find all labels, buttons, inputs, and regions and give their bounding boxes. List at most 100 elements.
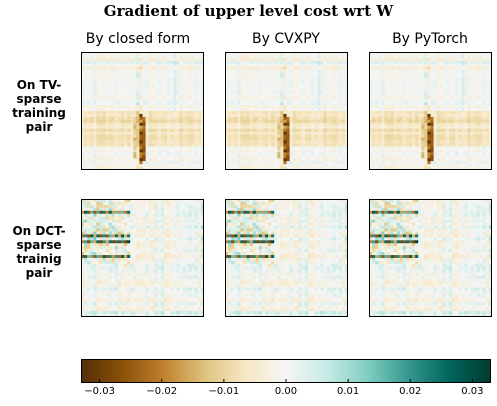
heatmap-cell — [320, 158, 324, 162]
heatmap-cell — [274, 87, 278, 91]
heatmap-cell — [421, 57, 425, 62]
heatmap-cell — [298, 93, 303, 97]
heatmap-cell — [105, 201, 110, 206]
heatmap-cell — [277, 140, 281, 144]
heatmap-cell — [108, 52, 113, 56]
heatmap-cell — [396, 63, 401, 68]
heatmap-cell — [243, 128, 247, 133]
heatmap-cell — [412, 131, 416, 135]
heatmap-cell — [488, 99, 492, 103]
heatmap-cell — [304, 143, 309, 147]
heatmap-cell — [384, 75, 388, 79]
heatmap-cell — [381, 84, 385, 88]
heatmap-cell — [488, 52, 492, 56]
heatmap-cell — [317, 96, 321, 100]
heatmap-cell — [120, 207, 125, 212]
heatmap-cell — [148, 81, 153, 85]
heatmap-cell — [237, 87, 241, 91]
heatmap-cell — [280, 122, 284, 127]
heatmap-cell — [488, 131, 492, 135]
heatmap-cell — [405, 90, 410, 94]
heatmap-cell — [479, 128, 484, 133]
heatmap-cell — [427, 146, 431, 150]
heatmap-cell — [185, 158, 190, 162]
heatmap-cell — [277, 108, 281, 112]
heatmap-cell — [194, 96, 199, 100]
heatmap-cell — [264, 52, 269, 56]
heatmap-cell — [176, 75, 180, 79]
heatmap-cell — [464, 108, 468, 112]
heatmap-cell — [124, 149, 128, 153]
heatmap-cell — [145, 116, 150, 121]
heatmap-cell — [445, 72, 450, 76]
heatmap-cell — [341, 81, 346, 85]
heatmap-cell — [332, 140, 337, 144]
heatmap-cell — [304, 90, 309, 94]
heatmap-cell — [258, 57, 263, 62]
heatmap-cell — [105, 137, 110, 141]
heatmap-cell — [170, 111, 174, 115]
heatmap-cell — [329, 52, 334, 56]
heatmap-cell — [145, 143, 150, 147]
heatmap-cell — [317, 72, 321, 76]
heatmap-cell — [402, 131, 407, 135]
heatmap-cell — [479, 52, 484, 56]
heatmap-cell — [304, 149, 309, 153]
heatmap-cell — [304, 161, 309, 165]
heatmap-cell — [298, 128, 303, 133]
heatmap-cell — [246, 137, 251, 141]
heatmap-cell — [200, 78, 204, 82]
heatmap-cell — [271, 84, 275, 88]
heatmap-cell — [298, 134, 303, 138]
heatmap-cell — [154, 143, 159, 147]
heatmap-cell — [188, 143, 193, 147]
heatmap-cell — [295, 52, 300, 56]
heatmap-cell — [108, 210, 113, 215]
heatmap-cell — [120, 81, 125, 85]
heatmap-cell — [375, 111, 379, 115]
heatmap-cell — [240, 108, 244, 112]
heatmap-cell — [387, 158, 391, 162]
heatmap-cell — [258, 158, 263, 162]
heatmap-cell — [127, 105, 131, 109]
heatmap-cell — [99, 72, 103, 76]
heatmap-cell — [280, 90, 284, 94]
heatmap-cell — [412, 99, 416, 103]
heatmap-cell — [436, 108, 441, 112]
heatmap-cell — [421, 60, 425, 65]
heatmap-cell — [277, 158, 281, 162]
heatmap-cell — [277, 78, 281, 82]
heatmap-cell — [412, 54, 416, 59]
heatmap-cell — [286, 52, 290, 56]
heatmap-cell — [246, 87, 251, 91]
heatmap-cell — [308, 81, 312, 85]
heatmap-cell — [289, 52, 294, 56]
heatmap-cell — [326, 152, 330, 156]
heatmap-cell — [127, 155, 131, 159]
heatmap-cell — [372, 102, 376, 106]
heatmap-cell — [167, 63, 171, 68]
heatmap-cell — [485, 134, 490, 138]
heatmap-cell — [167, 146, 171, 150]
heatmap-cell — [111, 125, 116, 130]
heatmap-cell — [464, 143, 468, 147]
heatmap-cell — [314, 75, 318, 79]
heatmap-cell — [160, 161, 165, 165]
heatmap-cell — [157, 140, 162, 144]
heatmap-cell — [323, 108, 327, 112]
heatmap-cell — [298, 63, 303, 68]
heatmap-cell — [252, 128, 257, 133]
heatmap-cell — [157, 113, 162, 118]
heatmap-cell — [225, 75, 229, 79]
heatmap-cell — [225, 105, 229, 109]
heatmap-cell — [369, 149, 373, 153]
heatmap-cell — [393, 146, 398, 150]
heatmap-cell — [338, 116, 343, 121]
heatmap-cell — [145, 105, 150, 109]
heatmap-cell — [225, 158, 229, 162]
heatmap-cell — [252, 72, 257, 76]
heatmap-cell — [191, 54, 196, 59]
heatmap-cell — [151, 72, 156, 76]
heatmap-cell — [430, 99, 434, 103]
heatmap-cell — [479, 75, 484, 79]
